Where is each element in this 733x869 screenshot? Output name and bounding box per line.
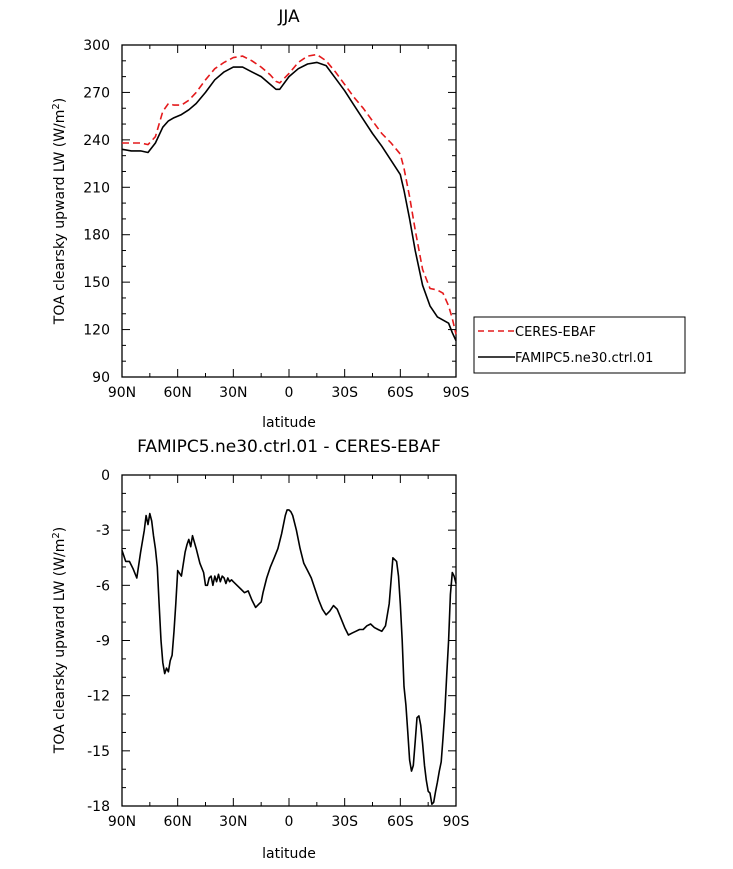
bottom-x-tick-label: 60S [387, 814, 414, 830]
bottom-y-axis-label-close: ) [52, 527, 68, 532]
top-x-tick-label: 90S [443, 385, 470, 401]
bottom-y-axis-label: TOA clearsky upward LW (W/m2) [51, 527, 68, 754]
bottom-plot-frame [121, 474, 457, 807]
bottom-x-tick-label: 60N [164, 814, 192, 830]
top-chart-title: JJA [277, 7, 300, 27]
bottom-x-tick-label: 90S [443, 814, 470, 830]
top-panel: JJA 90N 60N 30N 0 30S 60S 90S 90 120 150 180 210 24… [51, 7, 469, 431]
top-x-tick-label: 90N [108, 385, 136, 401]
top-plot-frame [121, 44, 457, 378]
top-y-tick-label: 270 [83, 85, 110, 101]
top-y-axis-label: TOA clearsky upward LW (W/m2) [51, 98, 68, 325]
legend-famipc5-label: FAMIPC5.ne30.ctrl.01 [515, 351, 653, 366]
top-y-ticks: 90 120 150 180 210 240 270 300 [83, 38, 456, 386]
bottom-series-line-difference [121, 509, 457, 806]
top-y-axis-label-close: ) [52, 98, 68, 103]
bottom-chart-title: FAMIPC5.ne30.ctrl.01 - CERES-EBAF [137, 437, 441, 457]
legend-ceres-label: CERES-EBAF [515, 325, 596, 340]
top-y-tick-label: 90 [92, 370, 110, 386]
top-y-tick-label: 240 [83, 133, 110, 149]
bottom-y-tick-label: -12 [87, 689, 110, 705]
bottom-y-ticks: 0 -3 -6 -9 -12 -15 -18 [87, 468, 456, 815]
bottom-x-axis-label: latitude [262, 846, 316, 862]
bottom-y-tick-label: -18 [87, 799, 110, 815]
top-y-axis-label-exponent: 2 [51, 103, 62, 109]
top-series-lines [121, 53, 457, 341]
bottom-x-tick-label: 0 [285, 814, 294, 830]
top-y-tick-label: 150 [83, 275, 110, 291]
top-x-axis-label: latitude [262, 415, 316, 431]
bottom-y-tick-label: -9 [96, 634, 110, 650]
top-series-line-famipc5-ne30-ctrl-01 [121, 61, 457, 341]
bottom-y-tick-label: -15 [87, 744, 110, 760]
top-x-tick-label: 60N [164, 385, 192, 401]
top-x-ticks: 90N 60N 30N 0 30S 60S 90S [108, 45, 470, 401]
bottom-y-tick-label: -6 [96, 578, 110, 594]
top-y-tick-label: 300 [83, 38, 110, 54]
top-y-tick-label: 210 [83, 180, 110, 196]
top-y-axis-label-main: TOA clearsky upward LW (W/m [52, 110, 68, 326]
bottom-y-tick-label: -3 [96, 523, 110, 539]
bottom-y-axis-label-main: TOA clearsky upward LW (W/m [52, 539, 68, 755]
legend: CERES-EBAF FAMIPC5.ne30.ctrl.01 [473, 316, 686, 374]
bottom-y-tick-label: 0 [101, 468, 110, 484]
legend-box [473, 316, 686, 374]
bottom-series-lines [121, 509, 457, 806]
bottom-x-tick-label: 30N [219, 814, 247, 830]
top-x-tick-label: 60S [387, 385, 414, 401]
bottom-panel: FAMIPC5.ne30.ctrl.01 - CERES-EBAF 90N 60N… [51, 437, 469, 862]
bottom-x-tick-label: 90N [108, 814, 136, 830]
top-x-tick-label: 0 [285, 385, 294, 401]
bottom-x-ticks: 90N 60N 30N 0 30S 60S 90S [108, 475, 470, 830]
top-y-tick-label: 120 [83, 323, 110, 339]
bottom-y-axis-label-exponent: 2 [51, 532, 62, 538]
top-x-tick-label: 30S [331, 385, 358, 401]
top-x-tick-label: 30N [219, 385, 247, 401]
bottom-x-tick-label: 30S [331, 814, 358, 830]
top-y-tick-label: 180 [83, 228, 110, 244]
top-series-line-ceres-ebaf [122, 53, 457, 335]
